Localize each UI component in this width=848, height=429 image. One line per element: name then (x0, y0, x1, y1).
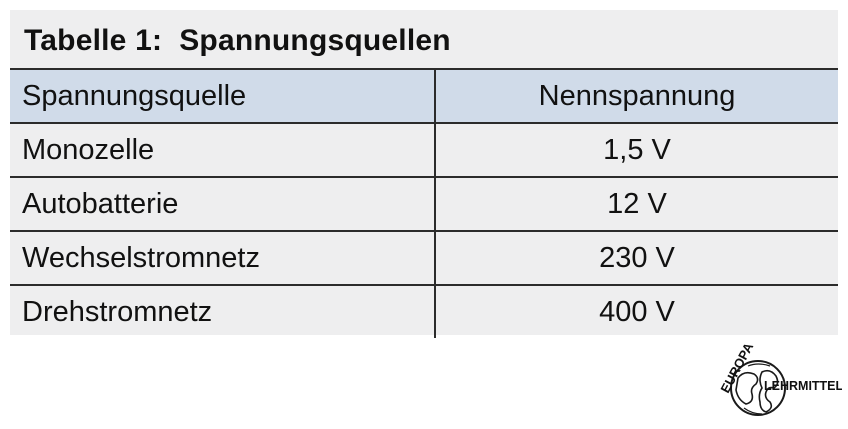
table-title: Tabelle 1: Spannungsquellen (24, 24, 451, 57)
cell-source: Wechselstromnetz (10, 231, 436, 286)
cell-voltage: 400 V (599, 295, 675, 328)
header-nominal-voltage: Nennspannung (435, 68, 838, 124)
logo-line-lehrmittel: LEHRMITTEL (764, 379, 842, 393)
table-row: Autobatterie 12 V (10, 177, 838, 232)
table-header-row: Spannungsquelle Nennspannung (10, 68, 838, 124)
table-panel: Tabelle 1: Spannungsquellen Spannungsque… (10, 10, 838, 338)
cell-source: Autobatterie (10, 177, 436, 232)
cell-source: Monozelle (10, 123, 436, 178)
cell-source: Drehstromnetz (10, 285, 436, 338)
globe-icon (730, 360, 786, 416)
header-voltage-source: Spannungsquelle (10, 68, 436, 124)
table-row: Drehstromnetz 400 V (10, 285, 838, 338)
table-row: Monozelle 1,5 V (10, 123, 838, 178)
table-row: Wechselstromnetz 230 V (10, 231, 838, 286)
cell-voltage: 1,5 V (435, 123, 838, 178)
voltage-sources-table: Spannungsquelle Nennspannung Monozelle 1… (10, 68, 838, 338)
cell-voltage: 230 V (435, 231, 838, 286)
europa-lehrmittel-logo: EUROPA LEHRMITTEL (717, 344, 842, 416)
cell-voltage: 12 V (435, 177, 838, 232)
